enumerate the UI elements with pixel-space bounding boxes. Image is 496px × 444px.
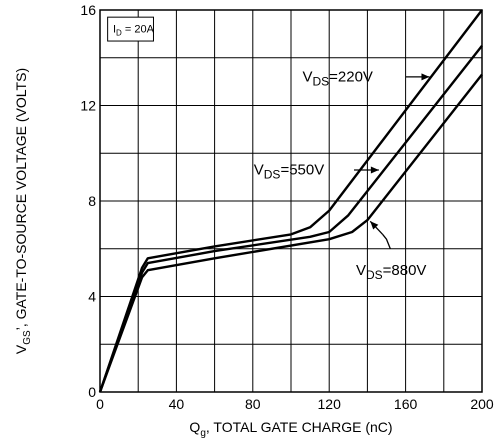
grid xyxy=(100,10,482,392)
series-annotations: VDS=220V VDS=550V VDS=880V xyxy=(254,69,430,282)
series-label-550v: VDS=550V xyxy=(254,162,324,182)
x-axis-title: Qg, TOTAL GATE CHARGE (nC) xyxy=(189,419,392,439)
leader-arrow-880v-tip-head xyxy=(370,221,379,230)
x-tick-label: 80 xyxy=(245,396,261,412)
y-axis-title: VGS’, GATE-TO-SOURCE VOLTAGE (VOLTS) xyxy=(13,68,33,354)
series-label-220v: VDS=220V xyxy=(302,69,372,89)
leader-arrow-220v-head xyxy=(421,73,430,81)
series-lines xyxy=(98,9,483,393)
condition-box: ID = 20A xyxy=(107,16,155,42)
x-axis-title-main: Q xyxy=(189,419,200,435)
condition-box-sub: D xyxy=(116,29,122,38)
series-line-2 xyxy=(98,73,483,393)
x-tick-label: 200 xyxy=(470,396,494,412)
tick-labels: 0 40 80 120 160 200 0 4 8 12 16 xyxy=(80,2,493,412)
y-axis-title-sub: GS xyxy=(22,330,33,345)
y-tick-label: 16 xyxy=(80,2,96,18)
condition-box-label: ID = 20A xyxy=(113,24,155,38)
x-tick-label: 40 xyxy=(169,396,185,412)
series-line-0 xyxy=(98,9,483,393)
x-axis-title-sub: g xyxy=(200,428,206,439)
x-tick-label: 120 xyxy=(318,396,342,412)
y-tick-label: 0 xyxy=(88,384,96,400)
condition-box-main: I xyxy=(113,24,116,36)
series-label-880v: VDS=880V xyxy=(356,262,426,282)
leader-arrow-880v xyxy=(382,234,391,249)
y-axis-title-main: V xyxy=(13,344,29,354)
x-tick-label: 160 xyxy=(394,396,418,412)
y-tick-label: 12 xyxy=(80,98,96,114)
x-axis-title-rest: , TOTAL GATE CHARGE (nC) xyxy=(206,419,393,435)
condition-box-frame xyxy=(107,16,154,42)
plot-frame xyxy=(99,9,483,393)
condition-box-rest: = 20A xyxy=(122,24,155,36)
series-line-1 xyxy=(98,45,483,393)
x-tick-label: 0 xyxy=(96,396,104,412)
y-tick-label: 4 xyxy=(88,289,96,305)
y-axis-title-rest: ’, GATE-TO-SOURCE VOLTAGE (VOLTS) xyxy=(13,68,29,330)
leader-arrow-550v-head xyxy=(370,166,379,174)
y-tick-label: 8 xyxy=(88,193,96,209)
